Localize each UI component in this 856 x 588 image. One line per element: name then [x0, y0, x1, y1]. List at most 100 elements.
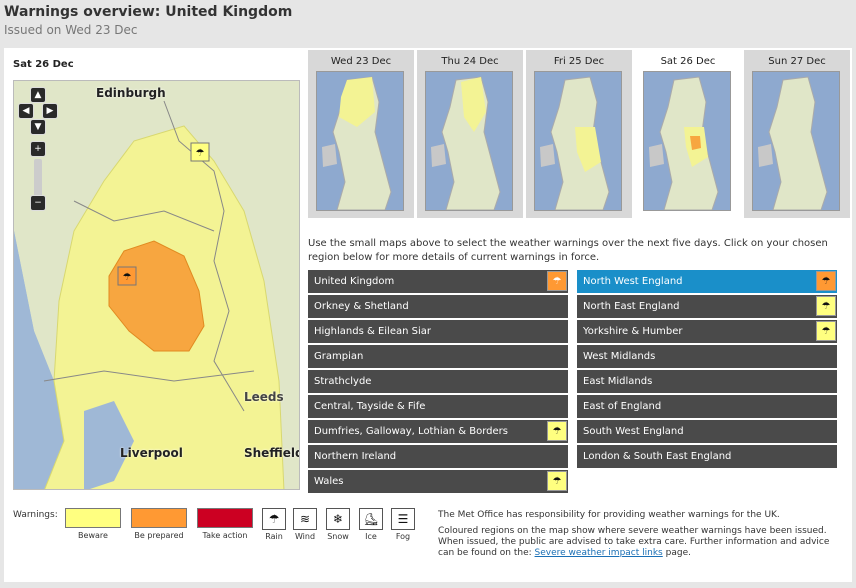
region-london-south-east[interactable]: London & South East England: [577, 445, 837, 468]
rain-warning-icon: ☂: [816, 271, 836, 291]
ice-label: Ice: [365, 532, 377, 541]
region-label: United Kingdom: [314, 276, 395, 287]
notes-responsibility: The Met Office has responsibility for pr…: [438, 510, 780, 520]
notes-page-suffix: page.: [665, 548, 691, 558]
zoom-in-button[interactable]: +: [30, 141, 46, 157]
day-label: Sat 26 Dec: [660, 56, 716, 67]
legend-beware-label: Beware: [78, 531, 108, 540]
warnings-panel: Sat 26 Dec ☂ ☂ Edinburgh Leeds Liverpool…: [4, 48, 852, 582]
region-label: East of England: [583, 401, 662, 412]
day-tab-wed[interactable]: Wed 23 Dec: [308, 50, 414, 218]
legend-prepared-label: Be prepared: [134, 531, 184, 540]
rain-label: Rain: [265, 532, 283, 541]
regions-left: United Kingdom ☂ Orkney & Shetland Highla…: [308, 270, 568, 495]
rain-icon: ☂: [262, 508, 286, 530]
notes: The Met Office has responsibility for pr…: [438, 510, 848, 564]
legend-prepared-swatch: [131, 508, 187, 528]
pan-up-button[interactable]: ▲: [30, 87, 46, 103]
snow-icon: ❄: [326, 508, 350, 530]
fog-icon: ☰: [391, 508, 415, 530]
region-yorkshire-humber[interactable]: Yorkshire & Humber ☂: [577, 320, 837, 343]
region-northern-ireland[interactable]: Northern Ireland: [308, 445, 568, 468]
region-label: South West England: [583, 426, 684, 437]
place-sheffield: Sheffield: [244, 446, 300, 460]
region-north-east-england[interactable]: North East England ☂: [577, 295, 837, 318]
day-label: Wed 23 Dec: [330, 56, 392, 67]
rain-warning-icon: ☂: [547, 421, 567, 441]
instructions-text: Use the small maps above to select the w…: [308, 238, 828, 263]
pan-right-button[interactable]: ▶: [42, 103, 58, 119]
zoom-out-button[interactable]: −: [30, 195, 46, 211]
rain-warning-icon: ☂: [816, 296, 836, 316]
legend-title: Warnings:: [13, 510, 58, 520]
legend-action-swatch: [197, 508, 253, 528]
rain-warning-icon: ☂: [547, 271, 567, 291]
region-east-of-england[interactable]: East of England: [577, 395, 837, 418]
snow-label: Snow: [327, 532, 349, 541]
map-day-label: Sat 26 Dec: [13, 59, 74, 70]
region-label: Orkney & Shetland: [314, 301, 409, 312]
region-label: Yorkshire & Humber: [583, 326, 683, 337]
region-north-west-england[interactable]: North West England ☂: [577, 270, 837, 293]
page-header: Warnings overview: United Kingdom Issued…: [0, 0, 856, 46]
day-map-thumbnail[interactable]: [643, 71, 731, 211]
region-label: Central, Tayside & Fife: [314, 401, 426, 412]
place-liverpool: Liverpool: [120, 446, 183, 460]
region-central-tayside-fife[interactable]: Central, Tayside & Fife: [308, 395, 568, 418]
place-edinburgh: Edinburgh: [96, 86, 166, 100]
region-label: North East England: [583, 301, 680, 312]
issued-date: Issued on Wed 23 Dec: [4, 23, 138, 37]
day-tab-fri[interactable]: Fri 25 Dec: [526, 50, 632, 218]
region-united-kingdom[interactable]: United Kingdom ☂: [308, 270, 568, 293]
fog-label: Fog: [395, 532, 411, 541]
day-tab-sun[interactable]: Sun 27 Dec: [744, 50, 850, 218]
legend-action-label: Take action: [202, 531, 248, 540]
regions-right: North West England ☂ North East England ☂ …: [577, 270, 837, 470]
zoom-slider[interactable]: [34, 159, 42, 197]
region-orkney-shetland[interactable]: Orkney & Shetland: [308, 295, 568, 318]
day-map-thumbnail[interactable]: [425, 71, 513, 211]
day-map-thumbnail[interactable]: [752, 71, 840, 211]
day-selector: Wed 23 Dec Thu 24 Dec Fri 25 Dec Sat 26 …: [308, 50, 852, 218]
day-map-thumbnail[interactable]: [316, 71, 404, 211]
day-tab-thu[interactable]: Thu 24 Dec: [417, 50, 523, 218]
impact-links-link[interactable]: Severe weather impact links: [534, 548, 663, 558]
region-highlands[interactable]: Highlands & Eilean Siar: [308, 320, 568, 343]
rain-warning-icon: ☂: [547, 471, 567, 491]
warning-map[interactable]: ☂ ☂ Edinburgh Leeds Liverpool Sheffield …: [13, 80, 300, 490]
day-map-thumbnail[interactable]: [534, 71, 622, 211]
pan-down-button[interactable]: ▼: [30, 119, 46, 135]
region-south-west-england[interactable]: South West England: [577, 420, 837, 443]
map-graphic: ☂ ☂: [14, 81, 299, 489]
warnings-legend: Warnings: Beware Be prepared Take action…: [13, 508, 433, 568]
region-label: North West England: [583, 276, 683, 287]
region-label: Grampian: [314, 351, 364, 362]
region-west-midlands[interactable]: West Midlands: [577, 345, 837, 368]
ice-icon: ⛸: [359, 508, 383, 530]
day-label: Fri 25 Dec: [553, 56, 605, 67]
rain-warning-icon: ☂: [816, 321, 836, 341]
day-label: Sun 27 Dec: [768, 56, 826, 67]
region-dumfries-galloway[interactable]: Dumfries, Galloway, Lothian & Borders ☂: [308, 420, 568, 443]
region-east-midlands[interactable]: East Midlands: [577, 370, 837, 393]
region-label: London & South East England: [583, 451, 732, 462]
pan-left-button[interactable]: ◀: [18, 103, 34, 119]
notes-body: Coloured regions on the map show where s…: [438, 526, 830, 558]
region-label: West Midlands: [583, 351, 656, 362]
notes-explanation: Coloured regions on the map show where s…: [438, 526, 848, 559]
svg-text:☂: ☂: [123, 272, 132, 283]
region-label: Dumfries, Galloway, Lothian & Borders: [314, 426, 508, 437]
day-tab-sat[interactable]: Sat 26 Dec: [635, 50, 741, 218]
legend-beware-swatch: [65, 508, 121, 528]
page-title: Warnings overview: United Kingdom: [4, 4, 293, 20]
region-grampian[interactable]: Grampian: [308, 345, 568, 368]
svg-text:☂: ☂: [196, 148, 205, 159]
region-label: East Midlands: [583, 376, 653, 387]
wind-label: Wind: [294, 532, 316, 541]
day-label: Thu 24 Dec: [441, 56, 499, 67]
region-strathclyde[interactable]: Strathclyde: [308, 370, 568, 393]
region-label: Northern Ireland: [314, 451, 397, 462]
region-label: Wales: [314, 476, 344, 487]
region-wales[interactable]: Wales ☂: [308, 470, 568, 493]
wind-icon: ≋: [293, 508, 317, 530]
